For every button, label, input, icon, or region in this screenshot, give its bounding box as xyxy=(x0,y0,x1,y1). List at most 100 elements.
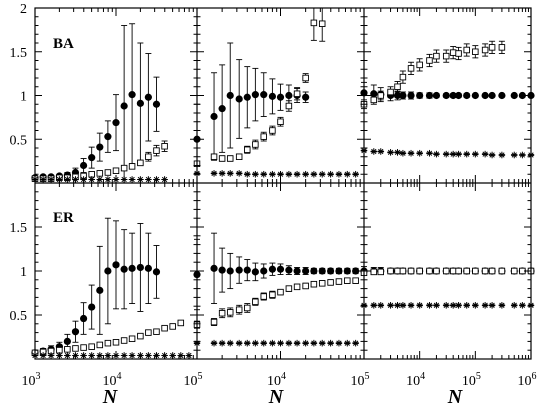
star-stroke xyxy=(443,302,449,308)
data-point-circle xyxy=(260,91,268,99)
data-point-circle xyxy=(79,161,88,170)
data-point-square xyxy=(112,339,120,346)
data-point-square xyxy=(455,50,462,57)
data-point-star xyxy=(64,352,71,359)
data-point-star xyxy=(128,352,136,359)
data-point-star xyxy=(519,302,526,309)
data-point-circle xyxy=(144,93,152,101)
star-stroke xyxy=(433,151,440,157)
data-point-circle xyxy=(88,154,96,162)
star-stroke xyxy=(387,149,394,156)
data-point-star xyxy=(285,339,293,347)
data-point-star xyxy=(399,149,407,157)
star-stroke xyxy=(489,302,495,308)
data-point-circle xyxy=(112,119,120,127)
data-point-square xyxy=(472,48,479,56)
data-point-star xyxy=(252,339,259,347)
star-stroke xyxy=(378,148,384,155)
star-stroke xyxy=(211,340,217,346)
data-point-star xyxy=(416,302,423,309)
x-axis-title-col1: N xyxy=(102,386,119,408)
data-point-square xyxy=(463,267,470,275)
data-point-square xyxy=(210,153,218,160)
data-point-square xyxy=(442,52,450,60)
data-point-square xyxy=(455,267,462,275)
data-point-star xyxy=(488,302,496,309)
data-point-star xyxy=(235,170,243,177)
data-point-square xyxy=(161,142,168,150)
data-point-star xyxy=(407,302,415,309)
data-point-star xyxy=(433,150,440,158)
data-point-square xyxy=(327,279,334,286)
data-point-circle xyxy=(251,91,259,99)
data-point-square xyxy=(488,267,496,275)
data-point-square xyxy=(416,267,423,275)
star-stroke xyxy=(387,302,394,308)
data-point-star xyxy=(177,352,185,359)
data-point-square xyxy=(344,277,351,284)
data-point-square xyxy=(426,57,433,64)
x-tick-label: 105 xyxy=(184,371,203,389)
data-point-square xyxy=(399,73,407,81)
data-point-star xyxy=(449,302,457,309)
star-stroke xyxy=(244,171,250,177)
data-point-square xyxy=(449,49,457,56)
series-filled-circle xyxy=(193,232,360,311)
data-point-square xyxy=(498,267,506,275)
star-stroke xyxy=(286,340,292,346)
star-stroke xyxy=(417,302,423,308)
data-point-circle xyxy=(152,268,161,276)
star-stroke xyxy=(489,152,495,158)
data-point-square xyxy=(104,169,112,176)
data-point-star xyxy=(235,339,243,347)
star-stroke xyxy=(511,302,517,308)
star-stroke xyxy=(464,151,470,157)
data-point-star xyxy=(145,352,152,359)
star-stroke xyxy=(227,170,233,177)
data-point-star xyxy=(344,170,351,178)
data-point-star xyxy=(39,176,47,183)
data-point-star xyxy=(96,176,104,183)
data-point-circle xyxy=(104,133,112,141)
data-point-square xyxy=(137,159,144,167)
star-stroke xyxy=(211,170,217,177)
star-stroke xyxy=(394,302,401,308)
data-point-star xyxy=(387,302,394,309)
data-point-star xyxy=(210,339,218,347)
data-point-square xyxy=(318,280,326,287)
star-stroke xyxy=(145,176,152,183)
data-point-star xyxy=(318,170,326,178)
data-point-star xyxy=(318,339,326,347)
data-point-star xyxy=(218,339,226,347)
star-stroke xyxy=(472,151,478,157)
y-tick-label: 0.5 xyxy=(10,309,28,324)
x-tick-label: 104 xyxy=(406,371,425,389)
data-point-star xyxy=(442,150,450,158)
star-stroke xyxy=(352,171,359,177)
data-point-star xyxy=(327,170,334,178)
data-point-circle xyxy=(471,91,479,100)
data-point-circle xyxy=(210,112,218,121)
data-point-star xyxy=(39,352,47,359)
data-point-circle xyxy=(218,105,226,113)
data-point-star xyxy=(47,176,55,183)
data-point-circle xyxy=(518,91,526,100)
star-stroke xyxy=(378,302,384,308)
data-point-star xyxy=(269,170,276,178)
data-point-star xyxy=(335,339,343,347)
data-point-star xyxy=(243,339,251,347)
data-point-star xyxy=(260,170,268,178)
data-point-star xyxy=(472,150,479,158)
data-point-star xyxy=(463,150,471,158)
star-stroke xyxy=(336,171,342,177)
star-stroke xyxy=(352,340,359,346)
star-stroke xyxy=(294,340,300,346)
data-point-star xyxy=(226,339,234,347)
data-point-circle xyxy=(407,91,415,100)
x-tick-label: 103 xyxy=(22,371,41,389)
data-point-square xyxy=(285,285,293,292)
data-point-square xyxy=(387,267,394,275)
data-point-square xyxy=(442,267,450,275)
data-point-circle xyxy=(251,268,259,276)
data-point-circle xyxy=(432,91,441,100)
